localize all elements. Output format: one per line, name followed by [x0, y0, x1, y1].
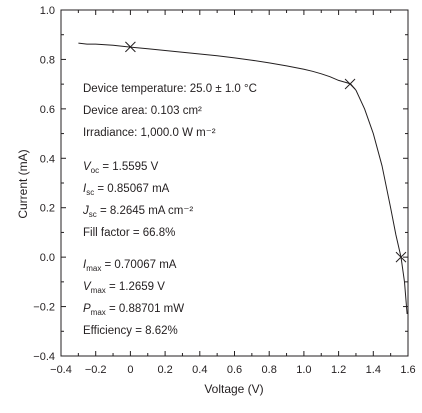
x-tick-label: 1.2	[331, 364, 346, 376]
device-conditions-annotation: Device temperature: 25.0 ± 1.0 °C Device…	[83, 83, 257, 139]
cross-marker	[395, 251, 407, 263]
x-axis-title: Voltage (V)	[204, 382, 263, 396]
jsc-text: Jsc = 8.2645 mA cm⁻²	[82, 205, 193, 219]
y-tick-label: 0.0	[40, 252, 55, 264]
y-tick-label: 0.8	[40, 54, 55, 66]
x-tick-label: 0.2	[157, 364, 172, 376]
y-tick-label: −0.4	[33, 351, 55, 363]
cell-parameters-annotation: Voc = 1.5595 V Isc = 0.85067 mA Jsc = 8.…	[82, 161, 193, 239]
isc-text: Isc = 0.85067 mA	[83, 183, 170, 197]
x-tick-label: 1.0	[296, 364, 311, 376]
y-tick-label: 1.0	[40, 5, 55, 17]
y-tick-label: −0.2	[33, 302, 55, 314]
vmax-text: Vmax = 1.2659 V	[83, 281, 165, 295]
fill-factor-text: Fill factor = 66.8%	[83, 227, 175, 239]
cross-marker-stroke	[344, 78, 356, 90]
x-tick-label: 0.6	[227, 364, 242, 376]
cross-marker	[344, 78, 356, 90]
x-tick-label: 1.6	[400, 364, 415, 376]
x-tick-label: 0.8	[262, 364, 277, 376]
pmax-text: Pmax = 0.88701 mW	[83, 303, 184, 317]
y-tick-label: 0.2	[40, 203, 55, 215]
x-tick-label: 0	[127, 364, 133, 376]
x-tick-label: −0.2	[85, 364, 107, 376]
device-temperature-text: Device temperature: 25.0 ± 1.0 °C	[83, 83, 257, 95]
voc-text: Voc = 1.5595 V	[83, 161, 159, 175]
x-tick-label: 1.4	[366, 364, 381, 376]
efficiency-text: Efficiency = 8.62%	[83, 325, 178, 337]
x-tick-label: 0.4	[192, 364, 207, 376]
y-tick-label: 0.4	[40, 153, 55, 165]
key-point-markers	[125, 41, 407, 263]
max-power-annotation: Imax = 0.70067 mA Vmax = 1.2659 V Pmax =…	[83, 259, 184, 337]
y-axis-title: Current (mA)	[16, 149, 30, 218]
cross-marker	[125, 41, 136, 53]
irradiance-text: Irradiance: 1,000.0 W m⁻²	[83, 127, 216, 139]
iv-curve-line	[78, 42, 408, 315]
y-tick-labels: −0.4 −0.2 0.0 0.2 0.4 0.6 0.8 1.0	[33, 5, 55, 363]
cross-marker-stroke	[125, 41, 136, 53]
y-tick-label: 0.6	[40, 104, 55, 116]
x-tick-labels: −0.4 −0.2 0 0.2 0.4 0.6 0.8 1.0 1.2 1.4 1.6	[50, 364, 416, 376]
axis-ticks	[60, 9, 409, 357]
device-area-text: Device area: 0.103 cm²	[83, 105, 202, 117]
cross-marker-stroke	[395, 251, 407, 263]
x-tick-label: −0.4	[50, 364, 72, 376]
imax-text: Imax = 0.70067 mA	[83, 259, 177, 273]
